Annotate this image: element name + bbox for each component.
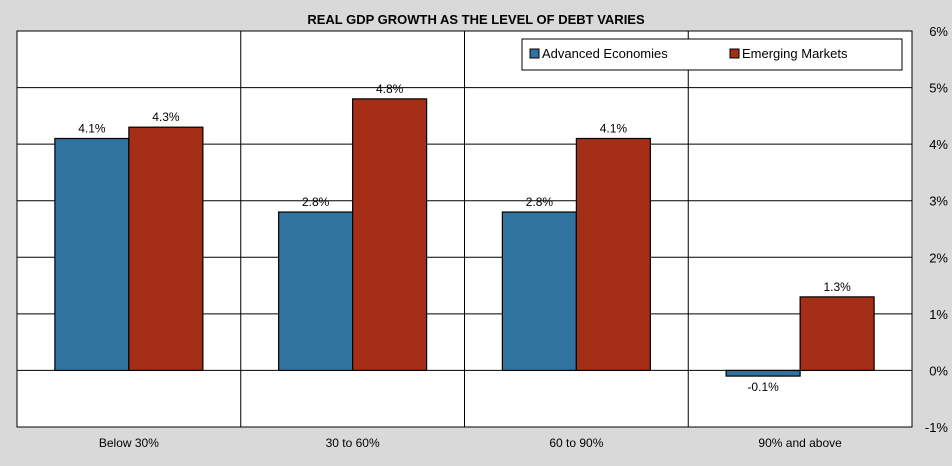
bar: [501, 211, 577, 372]
data-labels: 4.1% 4.3% 2.8% 4.8% 2.8% 4.1% -0.1% 1.3%: [78, 82, 851, 394]
x-axis-ticks: Below 30% 30 to 60% 60 to 90% 90% and above: [99, 436, 842, 450]
y-axis-ticks: -1% 0% 1% 2% 3% 4% 5% 6%: [925, 24, 949, 435]
legend-swatch: [729, 48, 740, 59]
data-label: 4.8%: [376, 82, 404, 96]
data-label: 2.8%: [526, 195, 554, 209]
y-tick-label: 0%: [929, 363, 948, 378]
bar: [575, 137, 651, 372]
bar: [128, 126, 204, 372]
legend-box: [521, 38, 903, 71]
data-label: -0.1%: [747, 380, 779, 394]
legend: Advanced Economies Emerging Markets: [521, 38, 903, 71]
bar: [725, 369, 801, 377]
bars: [54, 98, 875, 377]
y-tick-label: 1%: [929, 307, 948, 322]
data-label: 4.1%: [600, 121, 628, 135]
bar: [799, 296, 875, 372]
x-tick-label: 60 to 90%: [549, 436, 603, 450]
x-tick-label: Below 30%: [99, 436, 159, 450]
y-tick-label: 5%: [929, 81, 948, 96]
x-tick-label: 30 to 60%: [326, 436, 380, 450]
legend-swatch: [529, 48, 540, 59]
bar: [54, 137, 130, 372]
category-separators: [240, 31, 689, 427]
data-label: 4.3%: [152, 110, 180, 124]
y-tick-label: 2%: [929, 250, 948, 265]
chart-title: REAL GDP GROWTH AS THE LEVEL OF DEBT VAR…: [307, 12, 645, 27]
bar: [352, 98, 428, 372]
data-label: 4.1%: [78, 121, 106, 135]
legend-label: Emerging Markets: [742, 46, 848, 61]
legend-label: Advanced Economies: [542, 46, 668, 61]
data-label: 1.3%: [823, 280, 851, 294]
y-tick-label: 4%: [929, 137, 948, 152]
bar: [278, 211, 354, 372]
data-label: 2.8%: [302, 195, 330, 209]
x-tick-label: 90% and above: [758, 436, 842, 450]
y-tick-label: 6%: [929, 24, 948, 39]
y-tick-label: 3%: [929, 194, 948, 209]
y-tick-label: -1%: [925, 420, 949, 435]
